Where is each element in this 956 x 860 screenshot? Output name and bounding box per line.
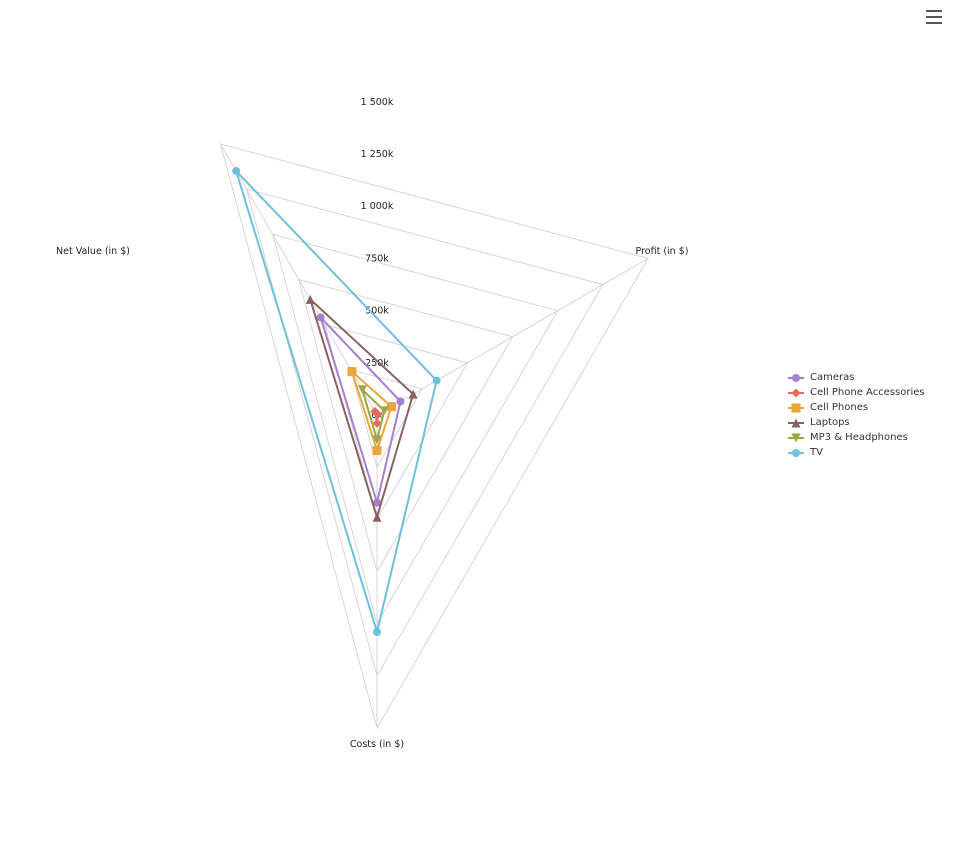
grid-ring bbox=[298, 278, 514, 573]
data-point-cell-phones bbox=[347, 367, 357, 377]
legend-item-tv[interactable]: TV bbox=[788, 445, 925, 460]
data-point-mp3-headphones bbox=[357, 385, 367, 395]
tick-label: 500k bbox=[365, 306, 389, 317]
axis-label: Profit (in $) bbox=[636, 246, 689, 257]
legend-marker bbox=[791, 388, 801, 397]
data-point-tv bbox=[432, 376, 441, 385]
legend-symbol bbox=[788, 388, 804, 397]
axis-label: Costs (in $) bbox=[350, 739, 404, 750]
grid-ring bbox=[245, 188, 604, 678]
chart-menu-button[interactable] bbox=[920, 4, 948, 30]
axis-spoke bbox=[376, 258, 649, 416]
legend-label: Cameras bbox=[810, 372, 855, 383]
legend-label: TV bbox=[810, 447, 823, 458]
legend-marker bbox=[791, 433, 801, 442]
series-line-mp3-headphones bbox=[361, 388, 386, 442]
data-point-mp3-headphones bbox=[372, 435, 382, 445]
legend-item-cameras[interactable]: Cameras bbox=[788, 370, 925, 385]
chart-legend: Cameras Cell Phone Accessories Cell Phones… bbox=[788, 370, 925, 460]
legend-marker bbox=[792, 448, 800, 457]
data-point-laptops bbox=[372, 512, 382, 522]
legend-label: Laptops bbox=[810, 417, 850, 428]
legend-label: Cell Phone Accessories bbox=[810, 387, 925, 398]
legend-symbol bbox=[788, 418, 804, 427]
series-line-laptops bbox=[309, 298, 415, 519]
data-point-cell-phones bbox=[372, 445, 382, 455]
legend-symbol bbox=[788, 373, 804, 382]
legend-item-laptops[interactable]: Laptops bbox=[788, 415, 925, 430]
tick-label: 750k bbox=[365, 253, 389, 264]
legend-symbol bbox=[788, 403, 804, 412]
series-line-cell-phones bbox=[350, 370, 393, 452]
legend-symbol bbox=[788, 448, 804, 457]
data-point-mp3-headphones bbox=[379, 406, 389, 416]
grid-ring bbox=[350, 369, 423, 469]
data-point-laptops bbox=[305, 294, 315, 304]
tick-label: 250k bbox=[365, 358, 389, 369]
data-point-tv bbox=[232, 167, 241, 176]
data-point-cameras bbox=[396, 397, 405, 406]
data-point-laptops bbox=[408, 389, 418, 399]
tick-label: 1 250k bbox=[361, 149, 394, 160]
data-point-cell-phone-accessories bbox=[373, 409, 383, 419]
tick-label: 1 500k bbox=[361, 97, 394, 108]
axis-label: Net Value (in $) bbox=[56, 246, 130, 257]
legend-item-mp3-headphones[interactable]: MP3 & Headphones bbox=[788, 430, 925, 445]
legend-marker bbox=[791, 403, 801, 412]
legend-item-cell-phones[interactable]: Cell Phones bbox=[788, 400, 925, 415]
tick-label: 1 000k bbox=[361, 201, 394, 212]
data-point-cameras bbox=[316, 313, 325, 322]
data-point-cell-phones bbox=[386, 402, 396, 412]
legend-symbol bbox=[788, 433, 804, 442]
legend-label: MP3 & Headphones bbox=[810, 432, 908, 443]
legend-label: Cell Phones bbox=[810, 402, 869, 413]
grid-ring bbox=[219, 143, 649, 730]
grid-ring bbox=[271, 233, 559, 625]
data-point-cameras bbox=[373, 498, 381, 507]
data-point-tv bbox=[373, 628, 381, 637]
series-line-tv bbox=[235, 170, 438, 634]
legend-marker bbox=[791, 418, 801, 427]
legend-item-cell-phone-accessories[interactable]: Cell Phone Accessories bbox=[788, 385, 925, 400]
series-line-cameras bbox=[319, 316, 402, 504]
legend-marker bbox=[792, 373, 800, 382]
data-point-cell-phone-accessories bbox=[372, 418, 382, 428]
